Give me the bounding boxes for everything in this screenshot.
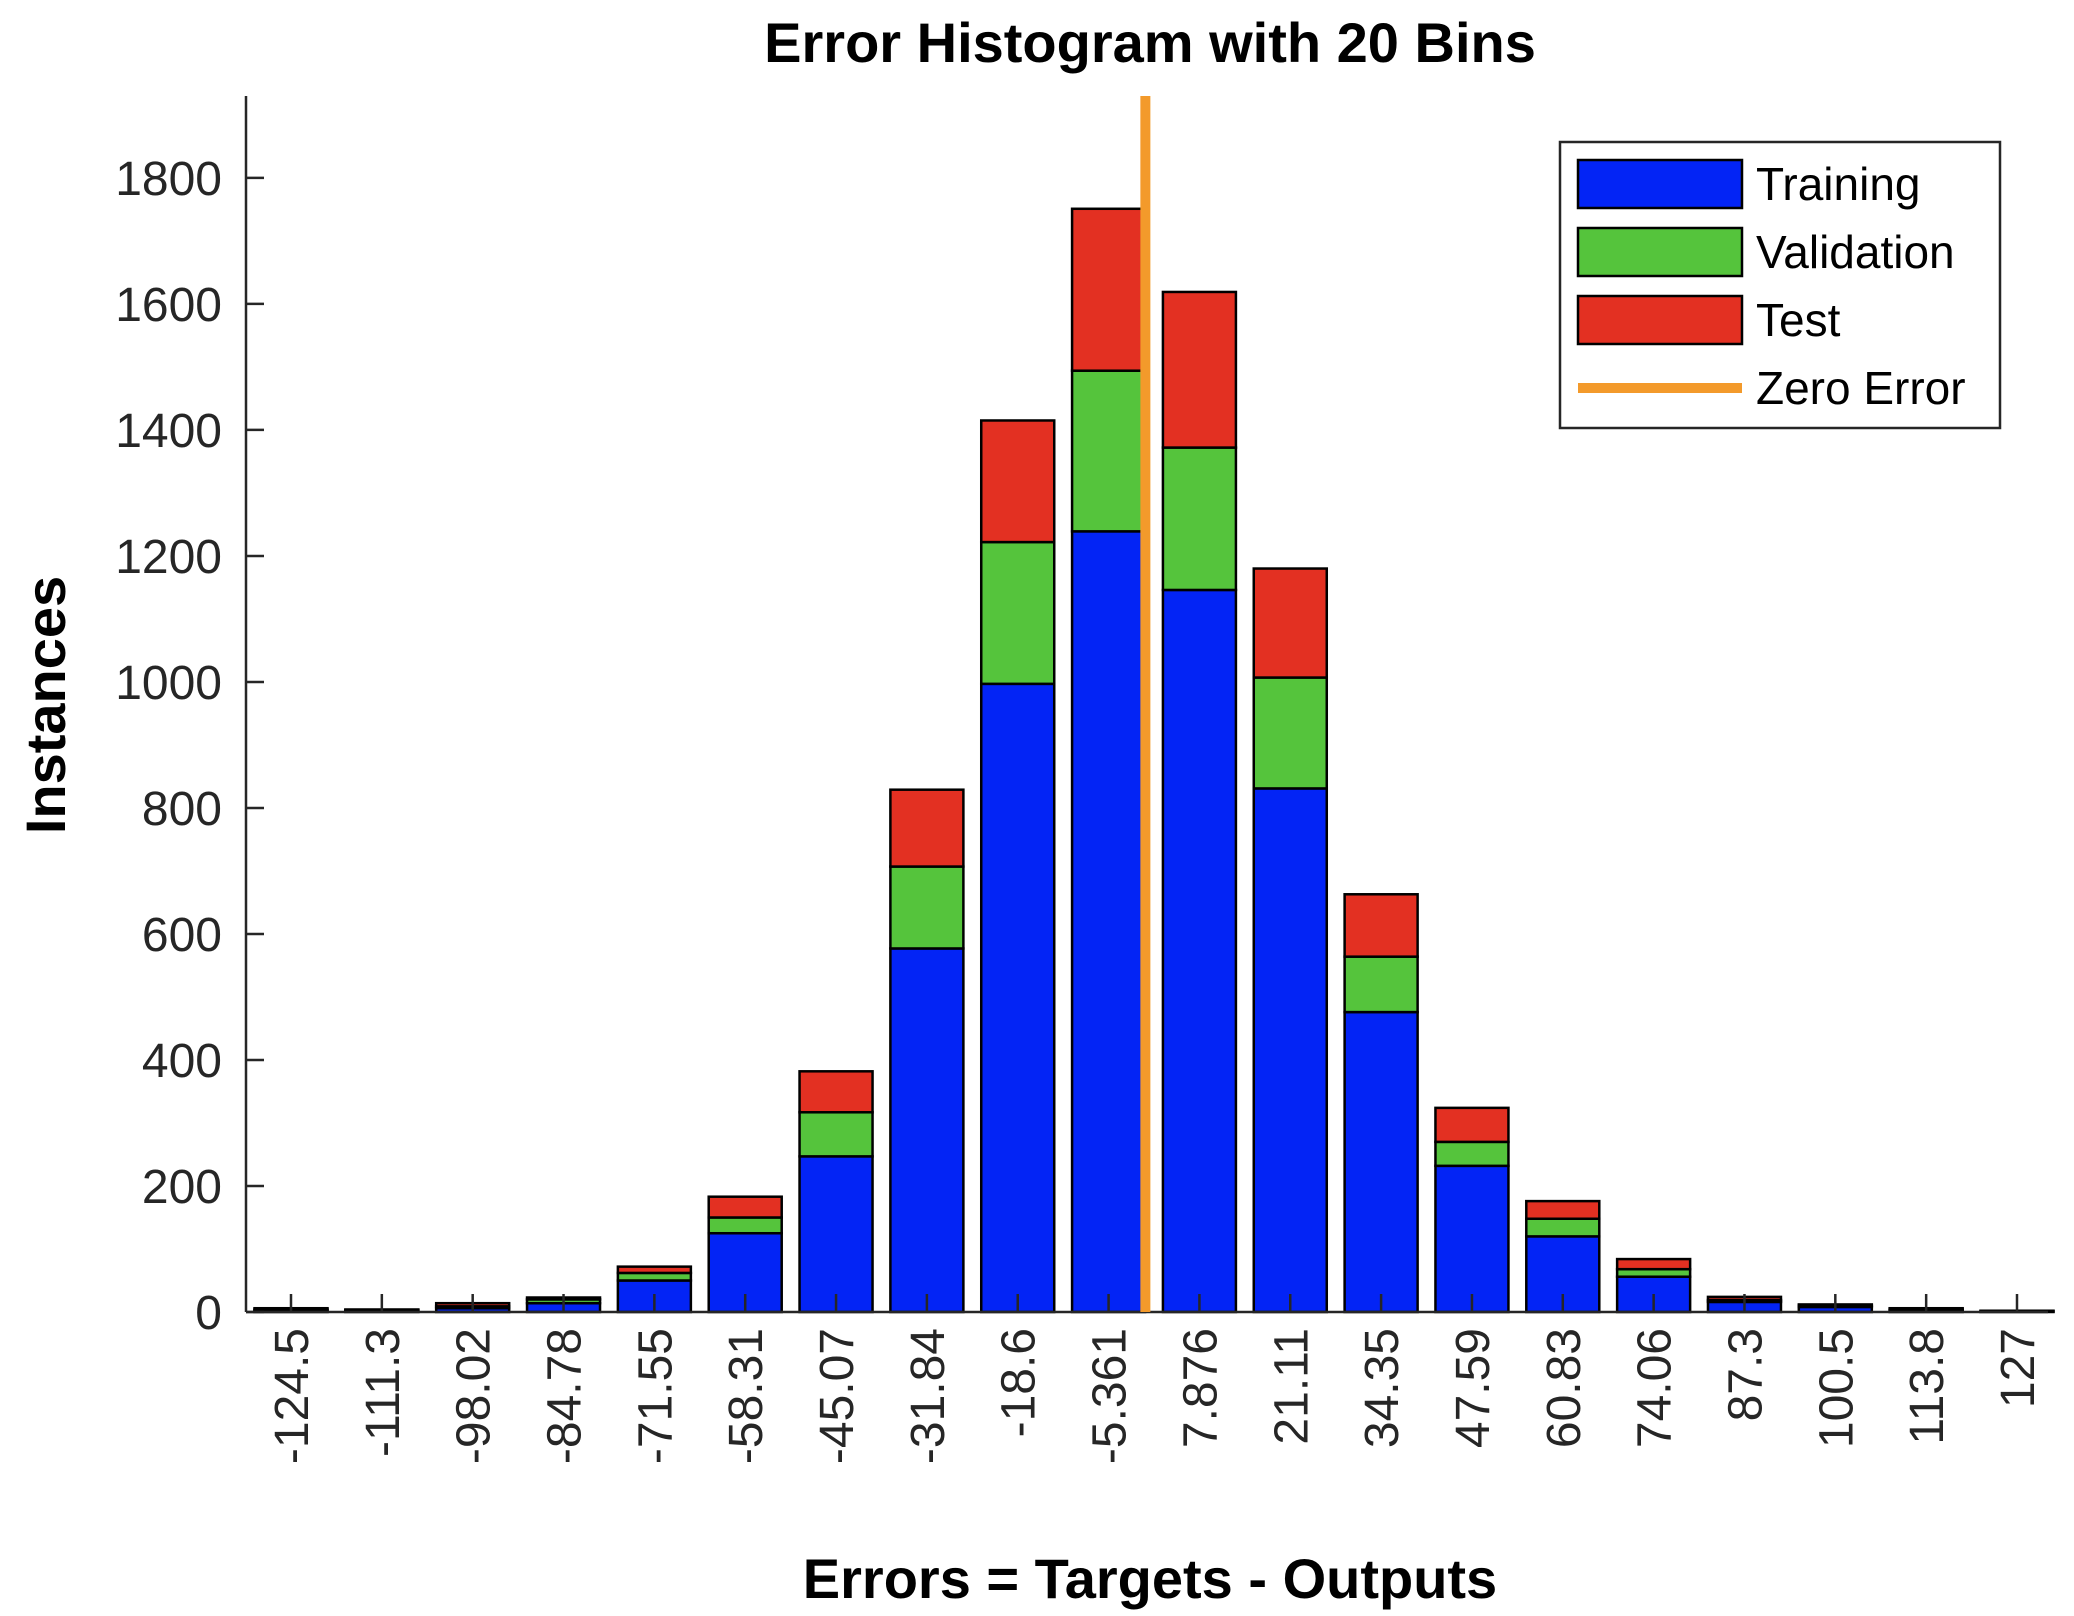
bar-test-14 <box>1525 1199 1601 1220</box>
bar-validation-9 <box>1070 369 1147 533</box>
bars-layer <box>253 207 2055 1314</box>
x-tick-label-11: 21.11 <box>1265 1328 1318 1445</box>
x-tick-label-13: 47.59 <box>1447 1328 1500 1448</box>
bar-validation-13 <box>1434 1140 1510 1168</box>
x-tick-label-8: -18.6 <box>993 1328 1046 1437</box>
x-tick-label-12: 34.35 <box>1356 1328 1409 1448</box>
bar-validation-8 <box>979 540 1056 686</box>
bar-test-12 <box>1343 893 1419 958</box>
bar-training-8 <box>979 682 1056 1314</box>
legend-label-zero-error: Zero Error <box>1756 362 1966 414</box>
y-tick-label-1: 200 <box>142 1161 222 1214</box>
x-tick-label-5: -58.31 <box>720 1328 773 1464</box>
y-tick-label-5: 1000 <box>115 657 222 710</box>
x-tick-label-4: -71.55 <box>629 1328 682 1464</box>
bar-test-9 <box>1070 207 1147 372</box>
bar-validation-11 <box>1252 676 1329 790</box>
y-axis-title: Instances <box>14 576 77 834</box>
bar-validation-7 <box>889 865 965 950</box>
bar-test-5 <box>707 1195 783 1219</box>
bar-test-8 <box>979 419 1056 544</box>
bar-test-6 <box>798 1070 874 1114</box>
bar-validation-6 <box>798 1111 874 1158</box>
bar-test-7 <box>889 788 965 868</box>
y-tick-label-4: 800 <box>142 783 222 836</box>
y-tick-label-0: 0 <box>195 1287 222 1340</box>
legend-label-test: Test <box>1756 294 1841 346</box>
x-tick-label-6: -45.07 <box>811 1328 864 1464</box>
legend-swatch-validation <box>1576 226 1744 278</box>
legend-swatch-test <box>1576 294 1744 346</box>
bar-training-7 <box>889 947 965 1314</box>
x-tick-label-10: 7.876 <box>1174 1328 1227 1448</box>
bar-validation-10 <box>1161 446 1238 592</box>
bar-training-9 <box>1070 530 1147 1314</box>
x-tick-label-3: -84.78 <box>539 1328 592 1464</box>
bar-test-10 <box>1161 290 1238 449</box>
bar-test-15 <box>1615 1257 1692 1271</box>
x-axis-title: Errors = Targets - Outputs <box>803 1547 1497 1610</box>
x-tick-label-19: 127 <box>1992 1328 2045 1408</box>
y-tick-label-6: 1200 <box>115 531 222 584</box>
x-tick-label-17: 100.5 <box>1810 1328 1863 1448</box>
bar-validation-5 <box>707 1216 783 1235</box>
bar-validation-12 <box>1343 955 1419 1014</box>
y-tick-label-3: 600 <box>142 909 222 962</box>
bar-training-13 <box>1434 1164 1510 1314</box>
axes-layer: 020040060080010001200140016001800-124.5-… <box>115 96 2048 1464</box>
y-tick-label-2: 400 <box>142 1035 222 1088</box>
legend-label-validation: Validation <box>1756 226 1955 278</box>
legend: Training Validation Test Zero Error <box>1558 140 2002 430</box>
x-tick-label-1: -111.3 <box>357 1328 410 1457</box>
bar-training-11 <box>1252 787 1329 1314</box>
bar-test-11 <box>1252 567 1329 679</box>
x-tick-label-14: 60.83 <box>1538 1328 1591 1448</box>
y-tick-label-9: 1800 <box>115 153 222 206</box>
bar-test-13 <box>1434 1106 1510 1144</box>
x-tick-label-9: -5.361 <box>1084 1328 1137 1464</box>
bar-test-4 <box>616 1265 693 1275</box>
x-tick-label-15: 74.06 <box>1629 1328 1682 1448</box>
x-tick-label-16: 87.3 <box>1719 1328 1772 1421</box>
y-tick-label-7: 1400 <box>115 405 222 458</box>
bar-validation-14 <box>1525 1217 1601 1238</box>
bar-training-12 <box>1343 1010 1419 1314</box>
legend-label-training: Training <box>1756 158 1920 210</box>
legend-swatch-training <box>1576 158 1744 210</box>
chart-title: Error Histogram with 20 Bins <box>764 11 1536 74</box>
x-tick-label-7: -31.84 <box>902 1328 955 1464</box>
x-tick-label-2: -98.02 <box>448 1328 501 1464</box>
y-tick-label-8: 1600 <box>115 279 222 332</box>
x-tick-label-18: 113.8 <box>1901 1328 1954 1445</box>
x-tick-label-0: -124.5 <box>266 1328 319 1464</box>
bar-training-6 <box>798 1155 874 1314</box>
bar-training-10 <box>1161 588 1238 1314</box>
